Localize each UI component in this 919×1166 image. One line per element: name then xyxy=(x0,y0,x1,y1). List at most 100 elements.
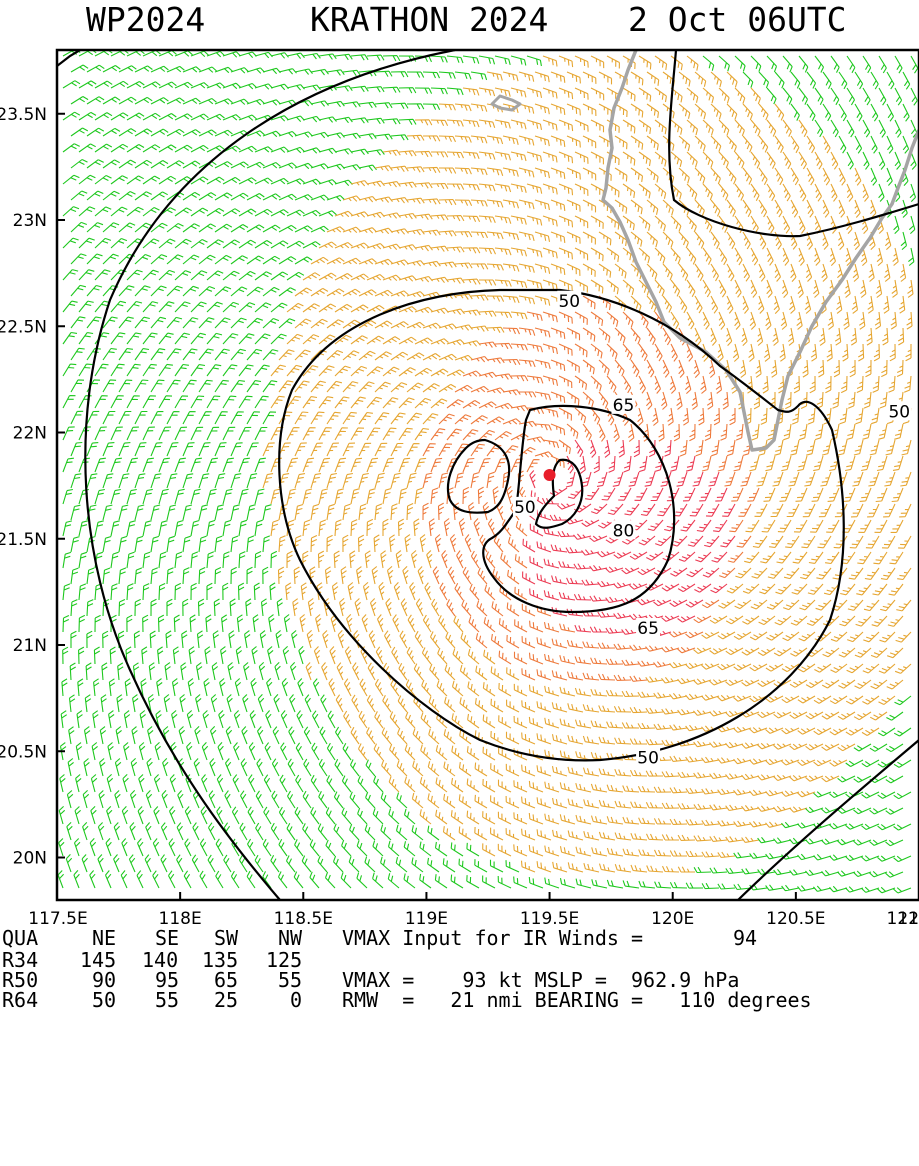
wind-barb xyxy=(462,486,470,505)
wind-barb xyxy=(505,860,520,873)
wind-barb xyxy=(877,823,896,831)
wind-barb xyxy=(187,678,195,697)
wind-barb xyxy=(62,206,80,217)
wind-barb xyxy=(502,167,519,177)
wind-barb xyxy=(598,519,616,529)
wind-barb xyxy=(310,473,322,489)
wind-barb xyxy=(518,263,535,273)
wind-barb xyxy=(858,311,866,330)
wind-barb xyxy=(622,375,632,394)
wind-barb xyxy=(677,771,696,778)
wind-barb xyxy=(741,327,748,346)
wind-barb xyxy=(486,199,504,208)
wind-barb xyxy=(765,821,784,828)
wind-barb xyxy=(797,279,804,298)
wind-barb xyxy=(142,301,159,313)
wind-barb xyxy=(342,257,361,265)
wind-barb xyxy=(231,806,240,825)
wind-barb xyxy=(195,662,203,681)
wind-barb xyxy=(818,503,832,518)
wind-barb xyxy=(434,534,442,553)
wind-barb xyxy=(829,247,837,266)
wind-barb xyxy=(483,649,496,665)
wind-barb xyxy=(502,103,519,114)
wind-barb xyxy=(567,766,584,777)
wind-barb xyxy=(166,160,185,169)
wind-barb xyxy=(701,663,720,670)
wind-barb xyxy=(798,215,806,234)
wind-barb xyxy=(78,80,97,89)
wind-barb xyxy=(390,134,409,141)
wind-barb xyxy=(368,630,376,649)
wind-barb xyxy=(861,759,880,768)
wind-barb xyxy=(134,253,151,265)
wind-barb xyxy=(174,144,193,153)
wind-barb xyxy=(498,747,512,761)
wind-barb xyxy=(357,775,368,793)
wind-barb xyxy=(405,711,416,729)
wind-barb xyxy=(350,148,369,156)
wind-barb xyxy=(390,351,409,361)
wind-barb xyxy=(78,583,87,601)
wind-barb xyxy=(310,256,329,265)
wind-barb xyxy=(150,473,162,489)
wind-barb xyxy=(454,199,473,206)
wind-barb xyxy=(459,697,472,713)
wind-barb xyxy=(884,263,891,282)
wind-barb xyxy=(500,552,512,569)
wind-barb xyxy=(276,598,283,617)
wind-barb xyxy=(513,651,528,665)
wind-barb xyxy=(590,247,604,262)
wind-barb xyxy=(813,455,824,472)
wind-barb xyxy=(862,183,869,202)
wind-barb xyxy=(765,663,784,672)
wind-barb xyxy=(766,631,784,641)
wind-barb xyxy=(420,712,432,729)
wind-barb xyxy=(201,742,209,761)
wind-barb xyxy=(458,794,472,809)
wind-barb xyxy=(477,567,488,585)
wind-barb xyxy=(846,183,854,202)
wind-barb xyxy=(406,443,420,457)
wind-barb xyxy=(779,343,786,362)
wind-barb xyxy=(366,727,376,745)
wind-barb xyxy=(646,199,659,215)
wind-barb xyxy=(493,535,504,553)
wind-barb xyxy=(542,407,559,418)
wind-barb xyxy=(797,759,816,767)
wind-barb xyxy=(734,279,742,298)
wind-barb xyxy=(699,487,712,502)
wind-barb xyxy=(526,311,543,321)
wind-barb xyxy=(270,395,285,409)
wind-barb xyxy=(830,663,848,673)
wind-barb xyxy=(766,151,776,169)
wind-barb xyxy=(638,375,646,394)
wind-barb xyxy=(62,615,70,633)
wind-barb xyxy=(137,806,144,825)
wind-barb xyxy=(350,273,369,281)
wind-barb xyxy=(742,103,753,121)
wind-barb xyxy=(462,400,481,409)
wind-barb xyxy=(373,775,384,793)
wind-barb xyxy=(646,135,659,151)
wind-barb xyxy=(478,87,496,97)
wind-barb xyxy=(302,52,321,60)
wind-barb xyxy=(411,792,424,809)
wind-barb xyxy=(430,398,448,409)
x-tick-label: 120E xyxy=(651,909,694,929)
wind-barb xyxy=(262,161,281,169)
wind-barb xyxy=(888,583,904,596)
wind-barb xyxy=(318,396,334,409)
wind-barb xyxy=(222,51,241,58)
wind-barb xyxy=(657,503,672,517)
wind-barb xyxy=(643,423,650,442)
wind-barb xyxy=(158,238,176,249)
wind-barb xyxy=(528,716,544,729)
wind-barb xyxy=(513,844,528,857)
wind-barb xyxy=(166,285,183,297)
wind-barb xyxy=(694,71,707,87)
wind-barb xyxy=(292,598,299,617)
wind-barb xyxy=(108,678,116,697)
wind-barb xyxy=(645,739,664,746)
wind-barb xyxy=(206,395,221,409)
